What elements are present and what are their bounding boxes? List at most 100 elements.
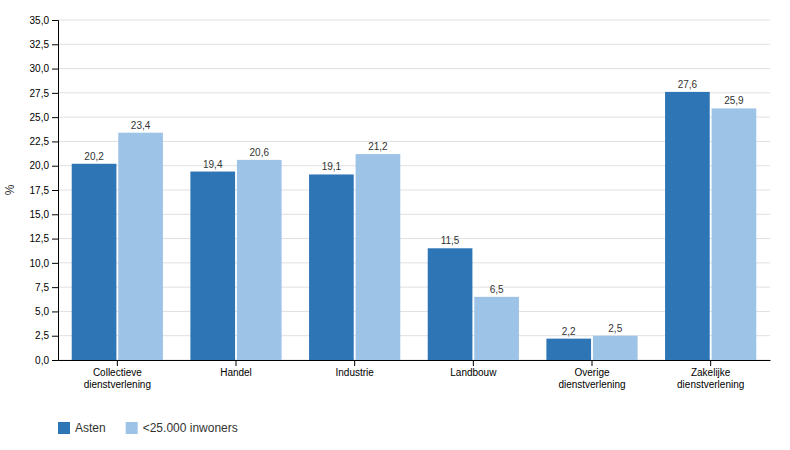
tick-label: 10,0 [30,258,50,269]
tick-label: 32,5 [30,39,50,50]
y-tick: 0,0 [35,355,58,366]
y-tick: 10,0 [30,258,58,269]
x-tick: Handel [220,360,252,378]
data-label: 6,5 [490,284,504,295]
tick-mark [52,190,58,191]
data-labels: 20,219,419,111,52,227,623,420,621,26,52,… [84,79,744,337]
plot: 0,0 2,5 5,0 7,5 10,0 12,5 15,0 17,5 20,0 22,5 25,0… [3,15,771,390]
grid-line [58,287,770,288]
bar [356,154,401,360]
legend-item: Asten [58,421,106,435]
tick-mark [52,214,58,215]
tick-label: 12,5 [30,233,50,244]
tick-label: 35,0 [30,15,50,26]
tick-label: Collectievedienstverlening [84,367,151,390]
axis-line [52,21,59,361]
tick-label: Overigedienstverlening [558,367,625,390]
y-tick: 7,5 [35,282,58,293]
tick-label: 15,0 [30,209,50,220]
tick-label-line: dienstverlening [84,379,151,390]
bar [546,339,591,360]
tick-label: Industrie [335,367,374,378]
tick-label: 0,0 [35,355,49,366]
grid-line [58,360,770,361]
tick-mark [52,311,58,312]
tick-mark [52,166,58,167]
tick-label: 27,5 [30,88,50,99]
y-tick: 2,5 [35,330,58,341]
x-axis: CollectievedienstverleningHandelIndustri… [59,360,771,390]
data-label: 23,4 [131,120,151,131]
tick-mark [52,69,58,70]
tick-mark [354,360,355,366]
data-label: 20,2 [84,151,104,162]
y-axis-title: % [3,184,17,195]
y-tick: 32,5 [30,39,58,50]
legend-swatch [126,422,138,434]
tick-mark [52,20,58,21]
y-tick: 12,5 [30,233,58,244]
tick-mark [52,239,58,240]
data-label: 11,5 [441,235,460,246]
tick-mark [52,287,58,288]
legend-item: <25.000 inwoners [126,421,238,435]
chart: 0,0 2,5 5,0 7,5 10,0 12,5 15,0 17,5 20,0 22,5 25,0… [0,0,790,450]
bar [190,172,235,360]
tick-label-line: dienstverlening [558,379,625,390]
bars [72,92,757,360]
tick-label-line: dienstverlening [677,379,744,390]
tick-label: 22,5 [30,136,50,147]
x-tick: Overigedienstverlening [558,360,625,390]
tick-label-line: Industrie [335,367,374,378]
y-tick: 25,0 [30,112,58,123]
grid-line [58,262,770,263]
tick-mark [52,44,58,45]
data-label: 19,4 [203,159,223,170]
y-tick: 27,5 [30,88,58,99]
grid-line [58,335,770,336]
y-tick: 15,0 [30,209,58,220]
tick-label: Landbouw [450,367,497,378]
tick-label: 5,0 [35,306,49,317]
legend: Asten <25.000 inwoners [58,421,238,435]
y-tick: 20,0 [30,160,58,171]
y-tick: 35,0 [30,15,58,26]
bar [712,108,757,360]
grid-line [58,165,770,166]
tick-label: 30,0 [30,63,50,74]
tick-mark [473,360,474,366]
y-tick: 22,5 [30,136,58,147]
x-tick: Industrie [335,360,374,378]
bar [428,248,473,360]
legend-label: <25.000 inwoners [143,421,238,435]
grid-line [58,68,770,69]
bar [474,297,519,360]
legend-label: Asten [75,421,106,435]
grid [58,20,770,360]
y-tick: 5,0 [35,306,58,317]
tick-mark [52,360,58,361]
tick-label: Zakelijkedienstverlening [677,367,744,390]
tick-mark [236,360,237,366]
tick-label: Handel [220,367,252,378]
tick-label: 25,0 [30,112,50,123]
data-label: 2,5 [608,323,622,334]
tick-mark [710,360,711,366]
tick-label-line: Collectieve [93,367,142,378]
y-tick: 17,5 [30,185,58,196]
grid-line [58,311,770,312]
tick-label-line: Handel [220,367,252,378]
grid-line [58,141,770,142]
tick-mark [52,336,58,337]
x-tick: Zakelijkedienstverlening [677,360,744,390]
bar [309,174,354,360]
bar [118,133,163,360]
grid-line [58,117,770,118]
axis-line [59,360,771,361]
bar [237,160,282,360]
data-label: 27,6 [678,79,698,90]
series [118,108,756,360]
grid-line [58,20,770,21]
legend-swatch [58,422,70,434]
tick-mark [117,360,118,366]
